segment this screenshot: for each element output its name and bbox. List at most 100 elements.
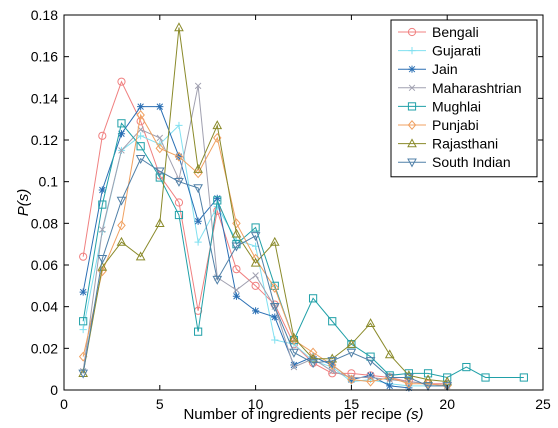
data-point-gujarati: [271, 336, 279, 344]
data-point-mughlai: [155, 173, 164, 182]
data-point-south-indian: [423, 382, 433, 392]
data-point-rajasthani: [269, 236, 280, 246]
data-point-jain: [232, 292, 241, 300]
data-point-mughlai: [174, 210, 184, 220]
legend-marker-south-indian: [407, 158, 417, 168]
y-tick-label: 0: [50, 382, 58, 398]
data-point-maharashtrian: [194, 82, 202, 90]
data-point-maharashtrian: [118, 147, 125, 154]
chart-axes: 0 5 10 15 20 25 0 0.02 0.04 0.06 0.08 0.1 0.12 0.14 0.…: [15, 7, 551, 423]
legend-marker-punjabi: [407, 120, 417, 130]
chart-marks: [78, 22, 528, 392]
data-point-jain: [386, 382, 394, 390]
data-point-punjabi: [78, 351, 88, 362]
data-point-south-indian: [365, 357, 376, 367]
legend-marker-gujarati: [408, 47, 416, 55]
data-point-south-indian: [384, 373, 395, 383]
data-point-maharashtrian: [329, 368, 336, 375]
data-point-south-indian: [174, 177, 184, 187]
legend-entry-mughlai: Mughlai: [398, 98, 481, 114]
data-point-south-indian: [404, 373, 414, 383]
data-point-mughlai: [194, 327, 203, 336]
legend-marker-bengali: [407, 27, 417, 37]
data-point-mughlai: [423, 369, 433, 378]
data-point-mughlai: [213, 196, 222, 205]
data-point-south-indian: [289, 348, 299, 358]
y-tick-label: 0.12: [31, 132, 58, 148]
data-point-mughlai: [270, 281, 279, 290]
data-point-rajasthani: [384, 349, 395, 359]
y-tick-label: 0.08: [31, 215, 58, 231]
data-point-jain: [79, 288, 87, 296]
x-tick-label: 25: [535, 396, 551, 412]
data-point-maharashtrian: [252, 272, 259, 279]
chart-legend: Bengali Gujarati Jain Maharashtrian Mughlai P…: [390, 19, 538, 178]
data-point-punjabi: [308, 347, 318, 358]
data-point-mughlai: [366, 352, 375, 361]
data-point-mughlai: [251, 223, 260, 232]
data-point-gujarati: [194, 238, 202, 246]
plot-frame: [63, 14, 544, 391]
legend-entry-south-indian: South Indian: [398, 154, 511, 170]
data-point-mughlai: [481, 373, 490, 382]
data-point-jain: [252, 307, 260, 315]
data-point-jain: [366, 371, 375, 380]
data-point-punjabi: [404, 378, 414, 389]
data-point-bengali: [251, 281, 260, 290]
x-tick-label: 15: [344, 396, 360, 412]
legend-marker-rajasthani: [407, 138, 417, 148]
data-point-bengali: [98, 131, 107, 140]
data-point-rajasthani: [231, 228, 242, 238]
data-point-mughlai: [404, 369, 413, 378]
x-tick-label: 5: [156, 396, 164, 412]
data-point-south-indian: [308, 359, 318, 369]
data-point-rajasthani: [289, 332, 299, 342]
y-tick-label: 0.1: [39, 174, 59, 190]
data-point-rajasthani: [308, 353, 318, 363]
data-point-punjabi: [136, 110, 145, 120]
data-point-mughlai: [79, 317, 88, 326]
data-point-jain: [290, 361, 298, 369]
data-point-gujarati: [79, 325, 87, 334]
data-point-jain: [271, 313, 279, 321]
legend-label-gujarati: Gujarati: [432, 43, 481, 59]
x-tick-label: 20: [439, 396, 455, 412]
x-tick-label: 10: [248, 396, 264, 412]
series-line-rajasthani: [82, 27, 448, 383]
legend-box: [390, 19, 538, 178]
data-point-jain: [194, 217, 202, 225]
legend-label-rajasthani: Rajasthani: [432, 136, 498, 152]
y-tick-label: 0.16: [31, 49, 58, 65]
series-rajasthani: [78, 22, 453, 386]
y-tick-label: 0.06: [31, 257, 58, 273]
legend-entry-bengali: Bengali: [398, 24, 479, 40]
data-point-south-indian: [442, 382, 453, 392]
data-point-bengali: [117, 77, 126, 86]
data-point-jain: [137, 103, 145, 111]
y-tick-label: 0.14: [31, 90, 58, 106]
legend-entry-rajasthani: Rajasthani: [398, 136, 498, 152]
y-tick-label: 0.04: [31, 299, 58, 315]
legend-entry-punjabi: Punjabi: [398, 117, 479, 133]
data-point-south-indian: [154, 167, 165, 177]
data-point-punjabi: [174, 151, 184, 162]
data-point-maharashtrian: [290, 363, 298, 371]
data-point-south-indian: [250, 232, 261, 242]
data-point-jain: [156, 103, 164, 111]
data-point-punjabi: [347, 374, 356, 385]
data-point-gujarati: [232, 236, 241, 244]
data-point-rajasthani: [193, 163, 203, 173]
data-point-bengali: [232, 265, 241, 274]
legend-entry-gujarati: Gujarati: [398, 43, 481, 59]
y-tick-label: 0.18: [31, 7, 58, 23]
data-point-punjabi: [327, 360, 337, 370]
data-point-south-indian: [269, 302, 280, 312]
data-point-south-indian: [78, 369, 88, 379]
data-point-maharashtrian: [99, 226, 106, 233]
legend-marker-mughlai: [407, 102, 417, 111]
data-point-mughlai: [117, 119, 126, 128]
data-point-rajasthani: [116, 236, 127, 246]
legend-label-jain: Jain: [432, 61, 458, 77]
data-point-rajasthani: [327, 353, 338, 363]
data-point-south-indian: [135, 155, 146, 165]
